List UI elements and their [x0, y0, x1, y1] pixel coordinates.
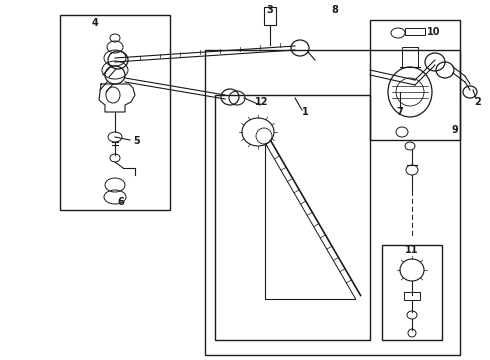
Bar	[205, 50, 460, 355]
Text: 2: 2	[475, 97, 481, 107]
Text: 9: 9	[452, 125, 458, 135]
Text: 7: 7	[396, 107, 403, 117]
Bar	[264, 7, 276, 25]
Text: 11: 11	[405, 245, 419, 255]
Bar	[404, 292, 420, 300]
Text: 8: 8	[332, 5, 339, 15]
Bar	[215, 95, 370, 340]
Text: 10: 10	[427, 27, 441, 37]
Text: 6: 6	[118, 197, 124, 207]
Bar	[405, 28, 425, 35]
Text: 12: 12	[255, 97, 269, 107]
Text: 3: 3	[267, 5, 273, 15]
Text: 4: 4	[92, 18, 98, 28]
Text: 5: 5	[134, 136, 140, 146]
Bar	[370, 20, 460, 140]
Bar	[60, 15, 170, 210]
Text: 1: 1	[302, 107, 308, 117]
Bar	[402, 47, 418, 67]
Bar	[382, 245, 442, 340]
